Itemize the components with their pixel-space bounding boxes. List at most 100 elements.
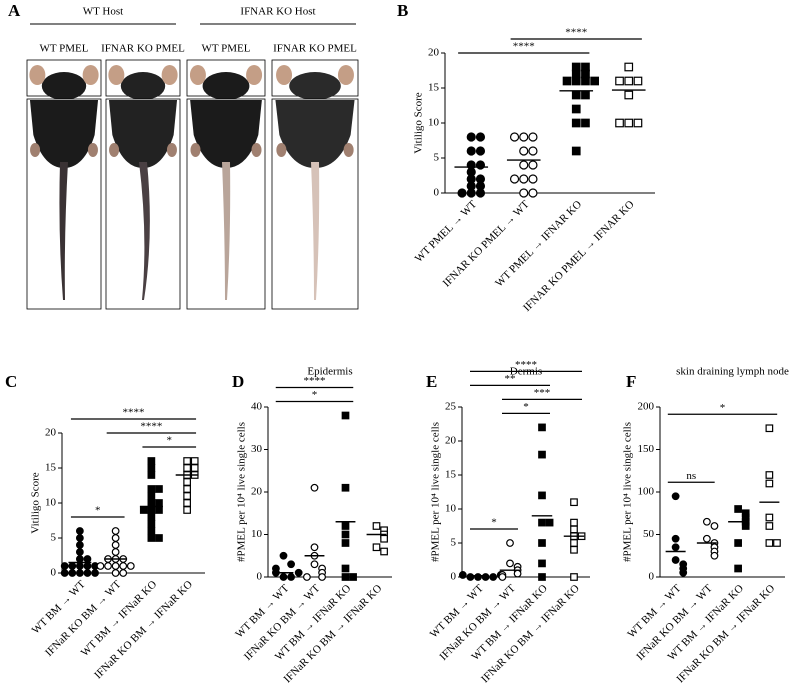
y-tick-label: 10 [428,117,440,129]
data-point [183,499,191,507]
data-point [538,518,546,527]
data-point [190,457,199,465]
data-point [506,559,514,568]
data-point [481,573,490,581]
data-point [671,534,680,543]
data-point [147,520,156,528]
y-axis-label: Vitiligo Score [30,472,42,533]
data-point [147,492,156,500]
data-point [190,464,199,472]
panel-letter: A [8,1,21,20]
donor-label: WT PMEL [202,43,251,55]
significance-label: **** [140,421,162,433]
data-point [581,62,590,72]
mouse-ear [82,65,99,85]
data-point [545,518,554,527]
x-tick-label: WT BM → WT [625,582,683,640]
x-tick-label: WT BM → WT [428,582,486,640]
data-point [126,562,135,570]
data-point [287,573,295,581]
y-tick-label: 150 [638,443,655,455]
data-point [570,545,578,554]
data-point [183,464,191,472]
host-label: WT Host [83,6,123,18]
data-point [458,571,467,579]
mouse-ear [246,65,263,85]
data-point [91,569,99,577]
data-point [571,76,581,86]
mouse-body [29,100,99,168]
significance-label: **** [565,27,587,39]
y-axis-label: #PMEL per 10⁴ live single cells [622,422,634,562]
chart-title: skin draining lymph node [676,366,789,378]
y-tick-label: 40 [251,401,263,413]
data-point [538,491,546,500]
data-point [475,146,486,156]
y-tick-label: 20 [428,47,440,59]
mouse-ear [29,65,46,85]
chart-title: Epidermis [307,366,352,378]
mouse-tail [59,162,68,300]
data-point [75,534,84,542]
data-point [734,564,742,573]
data-point [104,562,112,570]
significance-label: * [523,401,529,413]
data-point [380,547,388,556]
data-point [341,573,350,581]
panel-letter: B [397,1,408,20]
data-point [679,568,688,577]
data-point [111,534,120,542]
significance-label: **** [513,41,535,53]
mouse-body [108,100,178,168]
data-point [581,90,590,100]
y-tick-label: 0 [434,187,440,199]
data-point [734,505,742,513]
y-tick-label: 0 [257,571,263,583]
data-point [147,506,156,514]
data-point [119,562,128,570]
data-point [765,522,774,530]
data-point [111,541,120,549]
y-tick-label: 15 [445,469,457,481]
data-point [119,569,128,577]
data-point [380,534,388,543]
data-point [528,160,538,170]
data-point [83,562,92,570]
data-point [96,562,105,570]
data-point [341,564,350,573]
data-point [571,104,581,114]
y-tick-label: 20 [445,435,457,447]
y-axis-label: #PMEL per 10⁴ live single cells [236,422,248,562]
data-point [571,146,581,156]
data-point [513,569,522,578]
data-point [75,555,84,563]
data-point [111,569,120,577]
data-point [147,471,156,479]
data-point [538,450,546,459]
data-point [279,551,288,560]
data-point [75,562,84,570]
data-point [341,539,350,547]
y-tick-label: 100 [638,486,655,498]
y-tick-label: 15 [428,82,440,94]
y-tick-label: 200 [638,401,655,413]
data-point [147,534,156,542]
data-point [590,76,600,86]
data-point [183,506,191,514]
data-point [341,530,350,539]
data-point [139,506,148,514]
mouse-ear [108,65,125,85]
data-point [671,492,680,501]
data-point [466,132,476,142]
data-point [155,499,163,507]
data-point [538,573,546,581]
data-point [671,543,680,552]
data-point [570,539,578,547]
data-point [183,492,191,500]
data-point [183,485,191,493]
significance-label: ** [505,373,516,385]
mouse-ear [276,65,293,85]
mouse-head [202,72,250,100]
data-point [734,539,742,547]
data-point [581,118,590,128]
